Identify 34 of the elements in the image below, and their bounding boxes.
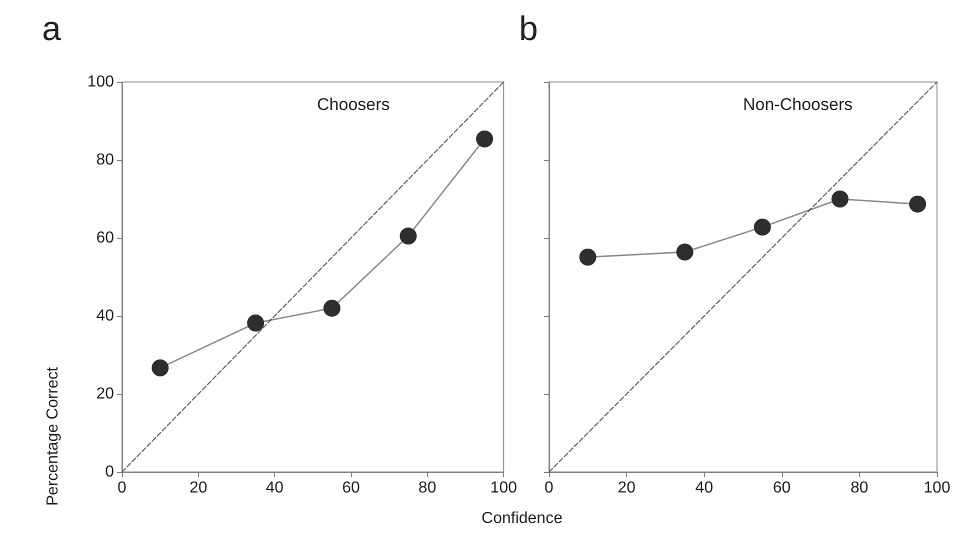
x-tick-label: 80 [418, 480, 436, 496]
x-tick-label: 40 [266, 480, 284, 496]
x-tick-label: 100 [490, 480, 518, 496]
x-tick-label: 20 [189, 480, 208, 496]
x-tick-label: 100 [924, 480, 950, 496]
text: Choosers [316, 95, 390, 114]
x-tick-label: 60 [342, 480, 360, 496]
y-axis-title: Percentage Correct [44, 366, 62, 506]
point [323, 300, 340, 317]
point [754, 218, 771, 236]
x-tick-label: 0 [544, 480, 554, 496]
x-tick-label: 40 [695, 480, 714, 496]
y-tick-label: 100 [87, 74, 114, 90]
y-tick-label: 60 [96, 230, 114, 246]
x-tick-label: 80 [850, 480, 868, 496]
point [400, 228, 417, 245]
text: a [42, 10, 61, 48]
y-tick-label: 80 [96, 152, 114, 168]
x-tick-label: 60 [772, 480, 791, 496]
point [476, 130, 494, 148]
text: b [519, 10, 538, 48]
point [247, 314, 264, 332]
point [909, 196, 926, 213]
text: Non-Choosers [742, 95, 853, 114]
x-tick-label: 0 [118, 480, 127, 496]
point [676, 244, 694, 261]
y-tick-label: 0 [105, 464, 114, 480]
point [152, 359, 169, 376]
x-axis-title: Confidence [482, 510, 562, 528]
x-tick-label: 20 [618, 480, 636, 496]
point [579, 248, 596, 266]
y-tick-label: 40 [96, 308, 114, 324]
y-tick-label: 20 [96, 386, 114, 402]
point [832, 190, 848, 208]
